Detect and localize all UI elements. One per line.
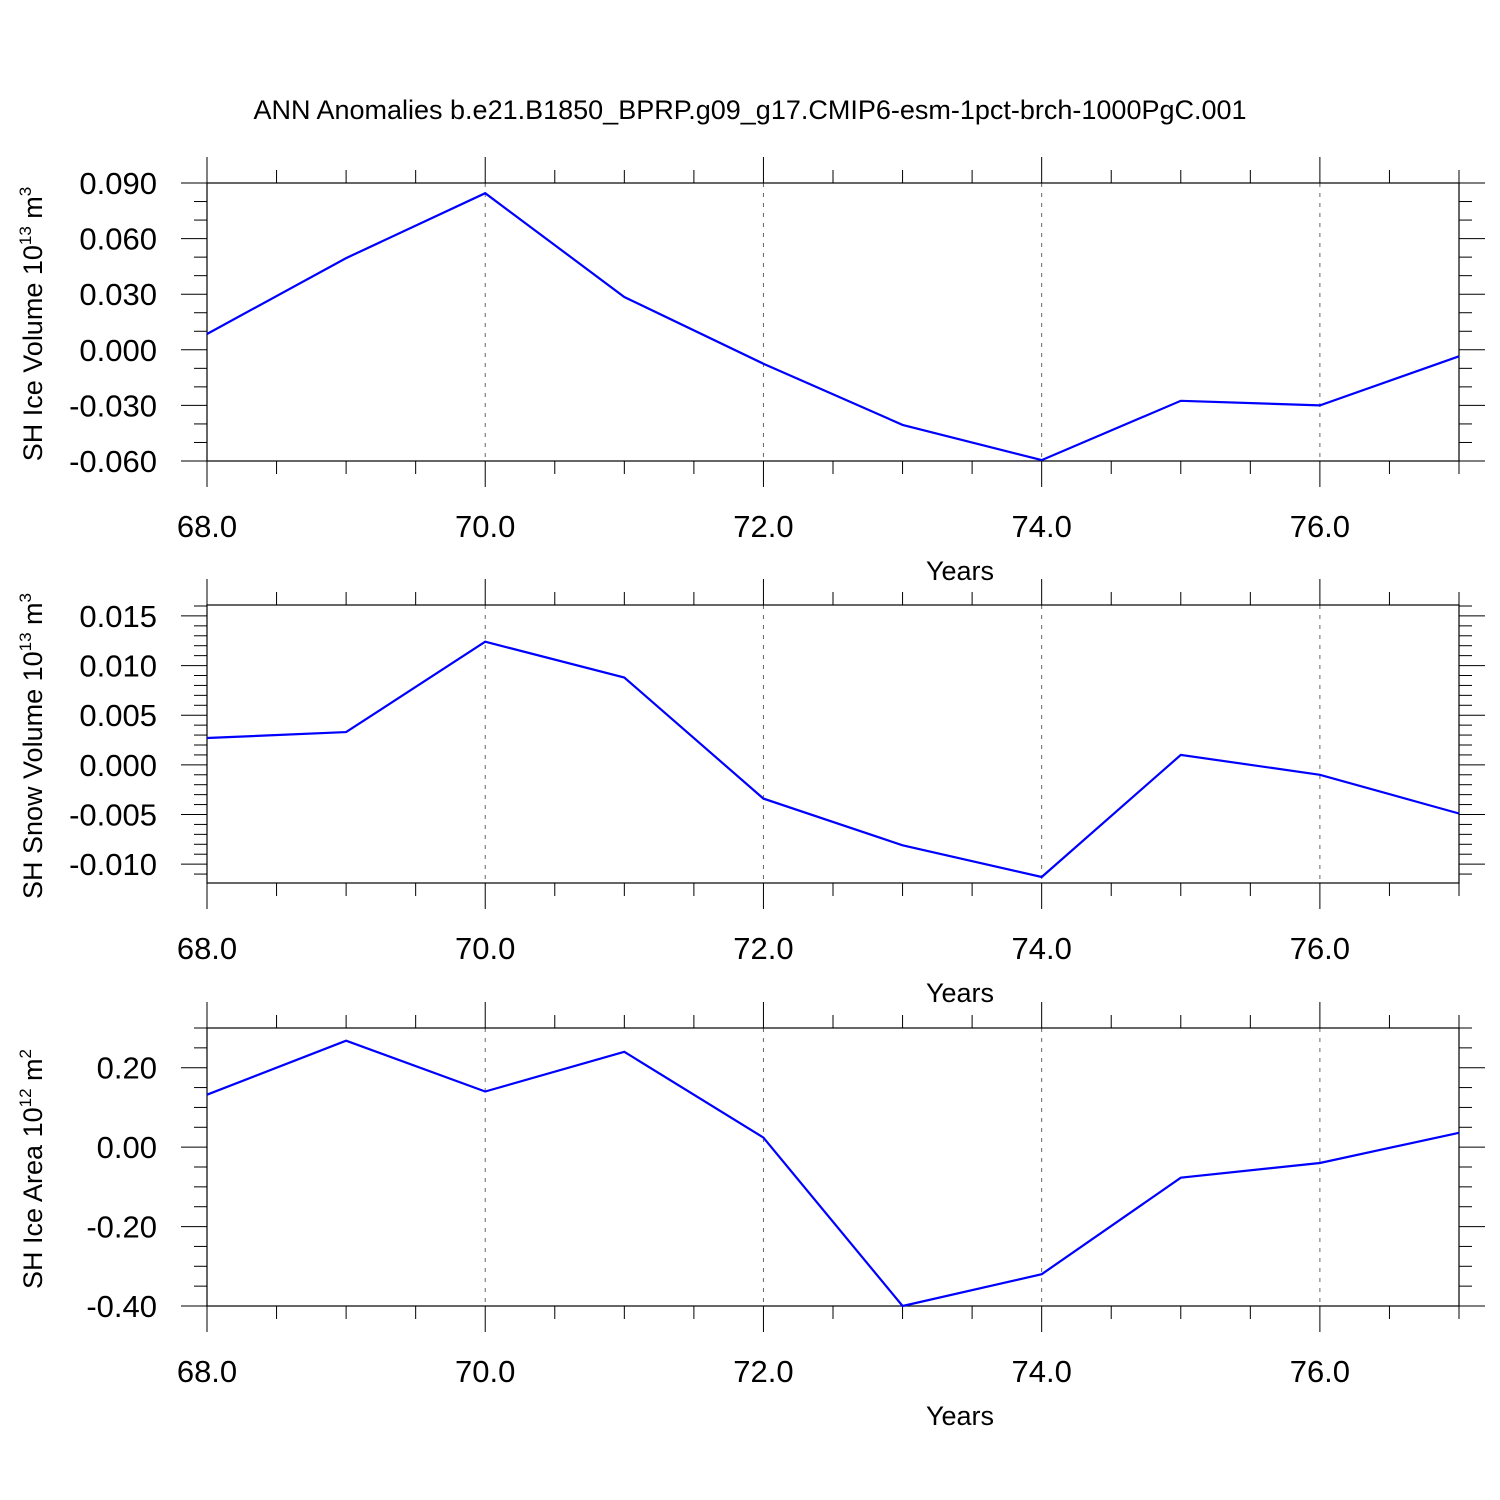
vertical-grid	[484, 183, 1321, 461]
panel-ice-volume: 68.0 70.0 72.0 74.0 76.0 0.090 0.060 0.030 0.000…	[16, 157, 1485, 586]
x-tick-label: 68.0	[177, 1354, 237, 1389]
plot-frame	[206, 604, 1460, 884]
x-axis-title: Years	[926, 978, 994, 1008]
y-tick-label: 0.010	[79, 649, 157, 684]
x-tick-label: 70.0	[455, 1354, 515, 1389]
y-axis-title: SH Ice Volume 1013 m3	[16, 187, 48, 462]
y-tick-label: 0.060	[79, 222, 157, 257]
y-tick-label: -0.060	[69, 444, 157, 479]
x-tick-label: 74.0	[1011, 509, 1071, 544]
y-axis-title: SH Snow Volume 1013 m3	[16, 593, 48, 899]
chart-title: ANN Anomalies b.e21.B1850_BPRP.g09_g17.C…	[253, 95, 1246, 125]
x-axis-title: Years	[926, 556, 994, 586]
y-tick-label: 0.015	[79, 599, 157, 634]
x-tick-label: 72.0	[733, 1354, 793, 1389]
series-line	[206, 640, 1460, 879]
y-tick-label: 0.000	[79, 748, 157, 783]
y-axis-title: SH Ice Area 1012 m2	[16, 1049, 48, 1289]
plot-frame	[206, 1027, 1460, 1307]
series-line	[206, 1039, 1460, 1308]
y-tick-label: -0.010	[69, 847, 157, 882]
axis-ticks	[181, 157, 1485, 487]
y-tick-label: -0.005	[69, 797, 157, 832]
tick-labels: 68.0 70.0 72.0 74.0 76.0 0.20 0.00 -0.20 -0.40	[86, 1051, 1350, 1389]
axis-ticks	[181, 579, 1485, 909]
y-tick-label: 0.20	[97, 1051, 157, 1086]
x-tick-label: 76.0	[1290, 931, 1350, 966]
y-tick-label: -0.20	[86, 1210, 157, 1245]
vertical-grid	[484, 605, 1321, 883]
x-tick-label: 76.0	[1290, 1354, 1350, 1389]
x-tick-label: 76.0	[1290, 509, 1350, 544]
y-tick-label: 0.030	[79, 277, 157, 312]
x-tick-label: 72.0	[733, 509, 793, 544]
x-tick-label: 72.0	[733, 931, 793, 966]
axis-ticks	[181, 1002, 1485, 1332]
y-tick-label: 0.000	[79, 333, 157, 368]
x-tick-label: 74.0	[1011, 931, 1071, 966]
series-line	[206, 191, 1460, 462]
y-tick-label: -0.40	[86, 1289, 157, 1324]
plot-frame	[206, 182, 1460, 462]
tick-labels: 68.0 70.0 72.0 74.0 76.0 0.015 0.010 0.005 0.000…	[69, 599, 1350, 966]
y-tick-label: 0.090	[79, 166, 157, 201]
x-tick-label: 68.0	[177, 931, 237, 966]
y-tick-label: 0.005	[79, 698, 157, 733]
x-tick-label: 74.0	[1011, 1354, 1071, 1389]
panel-ice-area: 68.0 70.0 72.0 74.0 76.0 0.20 0.00 -0.20 -0.40 Y…	[16, 1002, 1485, 1431]
x-tick-label: 70.0	[455, 509, 515, 544]
x-tick-label: 68.0	[177, 509, 237, 544]
y-tick-label: 0.00	[97, 1130, 157, 1165]
tick-labels: 68.0 70.0 72.0 74.0 76.0 0.090 0.060 0.030 0.000…	[69, 166, 1350, 544]
y-tick-label: -0.030	[69, 388, 157, 423]
x-axis-title: Years	[926, 1401, 994, 1431]
panel-snow-volume: 68.0 70.0 72.0 74.0 76.0 0.015 0.010 0.005 0.000…	[16, 579, 1485, 1008]
vertical-grid	[484, 1028, 1321, 1306]
x-tick-label: 70.0	[455, 931, 515, 966]
